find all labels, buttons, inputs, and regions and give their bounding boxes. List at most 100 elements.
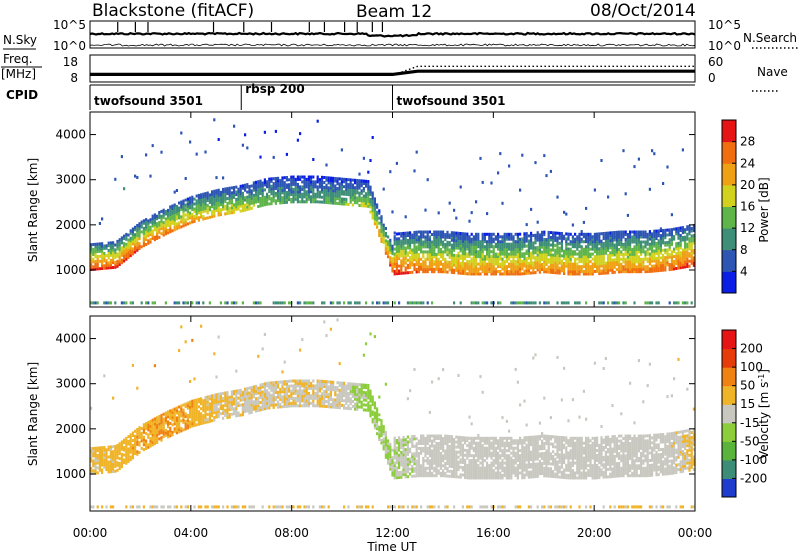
velocity-cell [373, 426, 376, 430]
power-cell [424, 267, 427, 271]
velocity-cell [230, 505, 233, 509]
velocity-cell [371, 395, 374, 399]
velocity-cell [193, 411, 196, 415]
power-cell [169, 207, 172, 211]
velocity-cell [255, 399, 258, 403]
power-cell [534, 301, 537, 305]
velocity-cell [98, 453, 101, 457]
power-cell [391, 244, 394, 248]
power-cell [618, 258, 621, 261]
power-cell [569, 265, 572, 269]
power-cell [461, 234, 464, 238]
power-cell [657, 256, 660, 260]
velocity-cell [248, 396, 251, 400]
power-cell [237, 192, 240, 196]
velocity-cell [329, 393, 332, 396]
power-cell [519, 262, 522, 266]
power-cell [120, 236, 123, 240]
power-cell [545, 245, 548, 249]
power-cell [523, 269, 526, 273]
power-cell [624, 233, 627, 236]
power-cell [316, 175, 319, 179]
power-cell [433, 233, 436, 236]
power-cell [303, 192, 306, 196]
power-cell [512, 262, 515, 266]
velocity-cell [365, 408, 368, 412]
velocity-cell [235, 392, 238, 395]
power-cell [272, 189, 275, 193]
power-cell [406, 251, 409, 255]
power-cell [422, 242, 425, 246]
velocity-cell [356, 402, 359, 406]
power-cell [318, 193, 321, 196]
power-cell [653, 269, 656, 273]
power-cell [314, 195, 317, 199]
power-cell [215, 189, 218, 193]
power-cell [316, 119, 319, 123]
power-cell [519, 272, 522, 276]
power-cell [101, 242, 104, 246]
velocity-cell [164, 414, 167, 417]
power-cell [288, 185, 291, 189]
power-cell [189, 204, 192, 207]
velocity-cell [171, 413, 174, 417]
velocity-cell [360, 390, 363, 394]
power-cell [437, 238, 440, 241]
power-cell [116, 247, 119, 251]
power-cell [642, 250, 645, 254]
power-cell [532, 251, 535, 255]
power-cell [131, 232, 134, 236]
power-cell [659, 229, 662, 233]
velocity-cell [222, 411, 225, 415]
power-cell [213, 192, 216, 196]
power-cell [222, 192, 225, 196]
velocity-cell [250, 505, 253, 509]
power-cell [259, 197, 262, 200]
power-cell [547, 240, 550, 244]
power-cell [464, 257, 467, 261]
power-cell [448, 243, 451, 247]
velocity-cell [173, 414, 176, 418]
power-cell [329, 196, 332, 200]
power-cell [395, 267, 398, 271]
power-cell [510, 237, 513, 241]
power-cell [668, 263, 671, 267]
power-cell [633, 233, 636, 236]
velocity-cell [380, 419, 383, 423]
power-cell [338, 202, 341, 206]
power-cell [492, 255, 495, 259]
power-cell [345, 190, 348, 194]
power-cell [376, 215, 379, 219]
power-cell [131, 247, 134, 251]
power-cell [567, 259, 570, 263]
power-cell [626, 257, 629, 261]
power-cell [684, 248, 687, 252]
power-cell [677, 229, 680, 233]
power-cell [288, 198, 291, 202]
power-cell [611, 266, 614, 269]
velocity-cell [173, 410, 176, 413]
power-cell [376, 218, 379, 222]
power-cell [156, 214, 159, 218]
velocity-cell [270, 403, 273, 407]
power-cell [675, 247, 678, 251]
power-cell [272, 177, 275, 181]
power-cell [173, 228, 176, 232]
power-cell [373, 199, 376, 203]
velocity-cell [219, 392, 222, 396]
power-cell [140, 230, 143, 234]
velocity-cell [314, 386, 317, 390]
power-cell [219, 213, 222, 217]
power-cell [338, 187, 341, 191]
power-cell [519, 267, 522, 271]
power-cell [228, 201, 231, 205]
power-cell [323, 193, 326, 197]
velocity-cell [173, 412, 176, 416]
power-cell [417, 238, 420, 241]
nave-tick-high: 60 [708, 55, 723, 69]
power-cell [151, 214, 154, 218]
power-cell [521, 272, 524, 276]
velocity-cell [305, 384, 308, 388]
velocity-cell [321, 387, 324, 391]
power-cell [516, 267, 519, 271]
